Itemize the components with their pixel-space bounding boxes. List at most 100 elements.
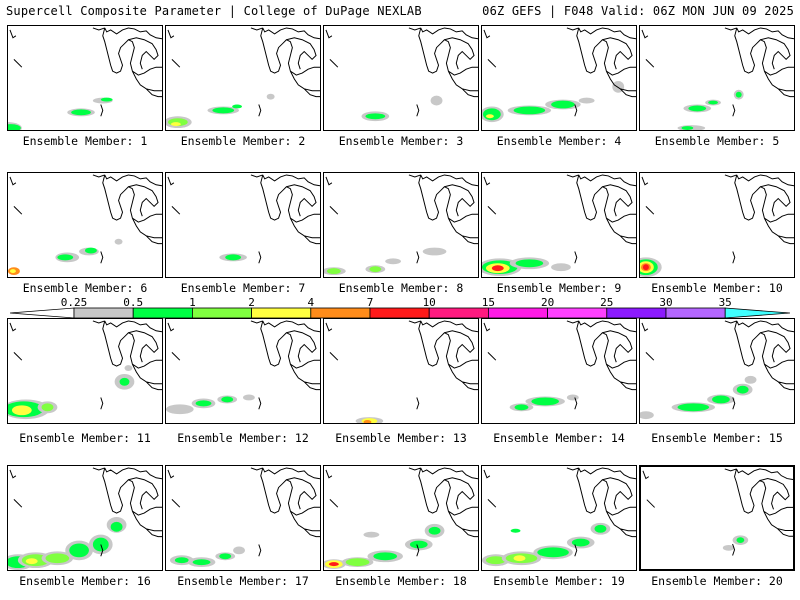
island-outline	[574, 251, 578, 264]
scp-contour	[531, 397, 559, 406]
member-map-8[interactable]	[323, 172, 479, 278]
colorbar-swatch	[73, 307, 134, 319]
scp-contour	[373, 552, 398, 561]
member-map-2[interactable]	[165, 25, 321, 131]
coastline-outline	[9, 322, 23, 361]
scp-contour	[110, 521, 123, 532]
member-caption: Ensemble Member: 19	[493, 574, 625, 588]
scp-contour	[326, 268, 341, 275]
great-lakes-outline	[250, 467, 320, 538]
scp-contour	[736, 537, 745, 544]
member-map-svg	[8, 320, 162, 420]
member-map-svg	[325, 320, 478, 423]
scp-contour	[409, 540, 428, 549]
scp-contour	[345, 558, 370, 567]
scp-contour	[233, 546, 245, 555]
member-map-18[interactable]	[323, 465, 479, 571]
member-map-1[interactable]	[7, 25, 163, 131]
scp-contour	[221, 396, 234, 403]
scp-contour	[514, 404, 529, 411]
colorbar-upper-extension	[724, 307, 790, 319]
member-map-17[interactable]	[165, 465, 321, 571]
member-map-10[interactable]	[639, 172, 795, 278]
scp-contour	[482, 108, 501, 121]
great-lakes-outline	[724, 27, 794, 98]
scp-contour	[485, 114, 494, 119]
scp-contour	[41, 403, 54, 412]
member-map-6[interactable]	[7, 172, 163, 278]
member-caption: Ensemble Member: 9	[496, 281, 622, 295]
member-caption: Ensemble Member: 10	[651, 281, 783, 295]
island-outline	[258, 544, 262, 557]
member-map-svg	[482, 467, 636, 567]
member-map-14[interactable]	[481, 318, 637, 424]
island-outline	[574, 397, 578, 410]
coastline-outline	[641, 176, 655, 215]
member-map-9[interactable]	[481, 172, 637, 278]
member-map-svg	[166, 320, 320, 415]
colorbar-swatch	[191, 307, 252, 319]
member-caption: Ensemble Member: 11	[19, 431, 151, 445]
member-map-3[interactable]	[323, 25, 479, 131]
member-map-svg	[641, 27, 794, 130]
colorbar-swatch	[665, 307, 726, 319]
scp-contour	[225, 254, 242, 261]
member-map-4[interactable]	[481, 25, 637, 131]
coastline-outline	[9, 176, 23, 215]
colorbar-swatch	[428, 307, 489, 319]
member-caption: Ensemble Member: 7	[180, 281, 306, 295]
member-caption: Ensemble Member: 15	[651, 431, 783, 445]
scp-contour	[363, 420, 372, 423]
coastline-outline	[641, 322, 655, 361]
member-caption: Ensemble Member: 1	[22, 134, 148, 148]
island-outline	[416, 251, 420, 264]
colorbar-tick-label: 25	[600, 296, 614, 309]
run-valid-time: 06Z GEFS | F048 Valid: 06Z MON JUN 09 20…	[482, 4, 794, 18]
member-map-svg	[640, 320, 794, 420]
member-map-19[interactable]	[481, 465, 637, 571]
member-map-13[interactable]	[323, 318, 479, 424]
member-caption: Ensemble Member: 14	[493, 431, 625, 445]
scp-contour	[8, 124, 21, 130]
island-outline	[732, 397, 736, 410]
member-caption: Ensemble Member: 6	[22, 281, 148, 295]
scp-contour	[688, 105, 707, 112]
scp-contour	[363, 531, 380, 538]
member-map-svg	[325, 27, 478, 122]
member-map-12[interactable]	[165, 318, 321, 424]
scp-contour	[485, 556, 506, 565]
coastline-outline	[325, 469, 339, 508]
coastline-outline	[9, 469, 23, 508]
member-map-5[interactable]	[639, 25, 795, 131]
member-caption: Ensemble Member: 4	[496, 134, 622, 148]
island-outline	[732, 104, 736, 117]
scp-contour	[642, 264, 649, 271]
island-outline	[416, 104, 420, 117]
island-outline	[258, 104, 262, 117]
coastline-outline	[167, 469, 181, 508]
member-map-svg	[167, 467, 320, 568]
member-map-16[interactable]	[7, 465, 163, 571]
scp-contour	[9, 269, 16, 274]
scp-contour	[25, 558, 38, 565]
scp-contour	[513, 106, 546, 115]
member-map-15[interactable]	[639, 318, 795, 424]
scp-contour	[566, 394, 579, 401]
coastline-outline	[641, 29, 655, 68]
member-map-svg	[167, 174, 320, 264]
member-map-20[interactable]	[639, 465, 795, 571]
member-caption: Ensemble Member: 12	[177, 431, 309, 445]
colorbar-swatch	[251, 307, 312, 319]
coastline-outline	[642, 470, 655, 508]
scp-contour	[537, 547, 569, 558]
scp-contour	[369, 266, 382, 273]
scp-contour	[365, 113, 386, 120]
member-map-11[interactable]	[7, 318, 163, 424]
island-outline	[100, 397, 104, 410]
member-map-7[interactable]	[165, 172, 321, 278]
island-outline	[574, 544, 578, 557]
colorbar-swatch	[369, 307, 430, 319]
colorbar-tick-label: 2	[248, 296, 255, 309]
island-outline	[574, 104, 578, 117]
great-lakes-outline	[250, 27, 320, 98]
